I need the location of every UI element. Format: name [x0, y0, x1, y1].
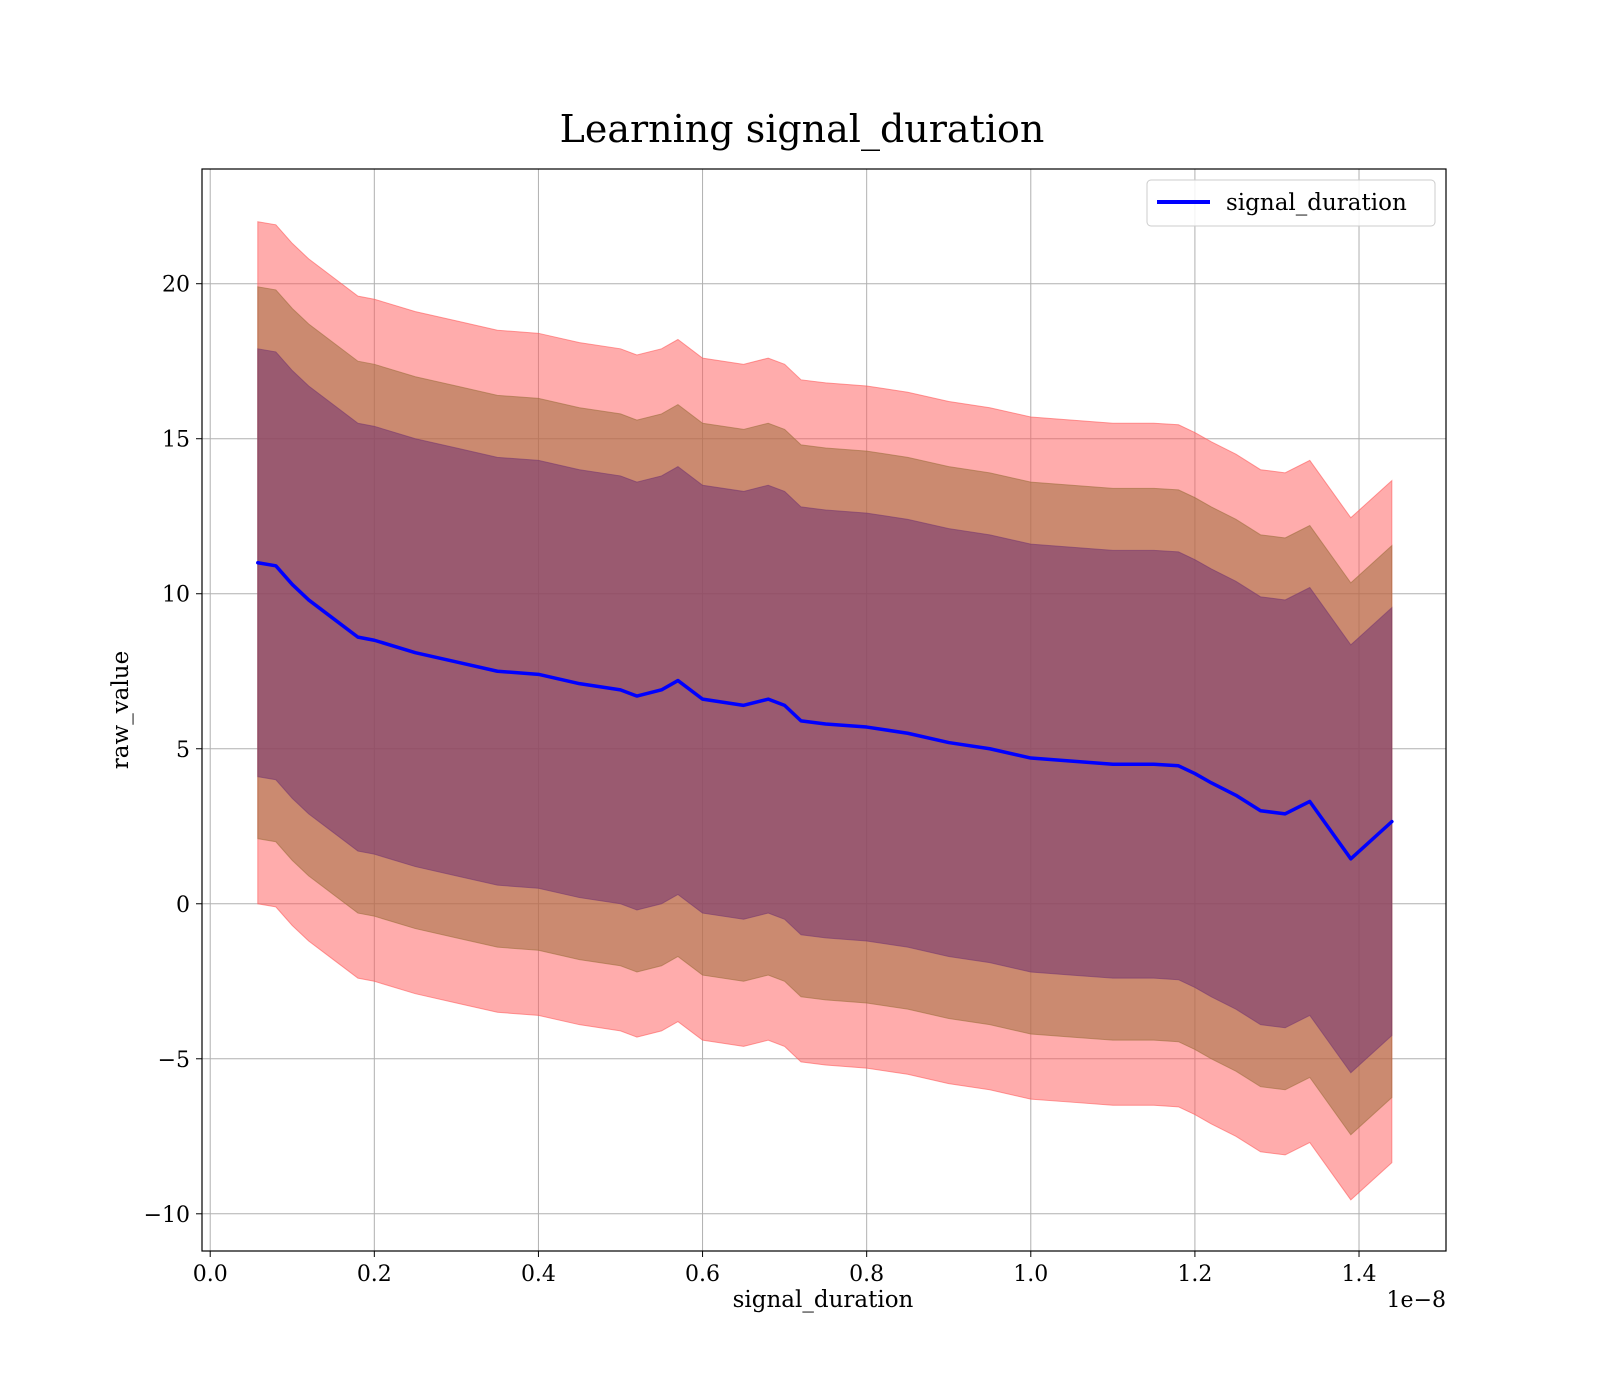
x-tick-label: 0.2: [357, 1262, 392, 1287]
x-tick-label: 1.4: [1342, 1262, 1377, 1287]
confidence-bands: [257, 221, 1393, 1201]
y-tick-label: −10: [144, 1203, 190, 1228]
y-tick-label: 20: [162, 273, 190, 298]
legend-box: [1146, 179, 1436, 227]
x-tick-label: 0.6: [685, 1262, 720, 1287]
series-lines: [256, 560, 1394, 861]
confidence-band: [257, 348, 1393, 1074]
legend: signal_duration: [1146, 179, 1436, 227]
chart-title: Learning signal_duration: [560, 107, 1045, 152]
x-tick-label: 0.0: [193, 1262, 228, 1287]
x-axis-ticks: 0.0 0.2 0.4 0.6 0.8 1.0 1.2 1.4: [193, 1251, 1377, 1287]
x-tick-label: 1.0: [1013, 1262, 1048, 1287]
y-tick-label: −5: [158, 1048, 190, 1073]
y-tick-label: 0: [176, 893, 190, 918]
y-axis-label: raw_value: [108, 651, 134, 769]
plot-frame: [201, 168, 1447, 1252]
y-tick-label: 10: [162, 583, 190, 608]
x-axis-label: signal_duration: [733, 1287, 914, 1313]
x-tick-label: 0.4: [521, 1262, 556, 1287]
series-line-signal-duration: [256, 560, 1394, 861]
x-axis-offset-label: 1e−8: [1387, 1288, 1446, 1313]
x-tick-label: 0.8: [849, 1262, 884, 1287]
y-tick-label: 5: [176, 738, 190, 763]
legend-label: signal_duration: [1226, 190, 1407, 216]
x-tick-label: 1.2: [1177, 1262, 1212, 1287]
y-tick-label: 15: [162, 428, 190, 453]
y-axis-ticks: −10 −5 0 5 10 15 20: [144, 273, 202, 1228]
